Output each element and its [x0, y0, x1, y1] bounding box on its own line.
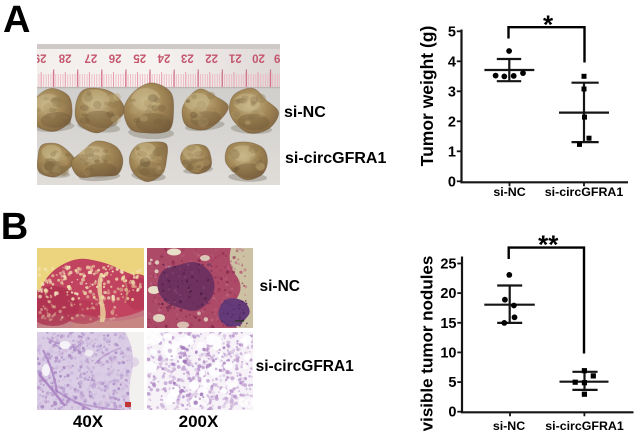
svg-text:0: 0	[448, 405, 456, 421]
svg-text:29: 29	[37, 52, 46, 64]
svg-text:10: 10	[440, 345, 456, 361]
svg-text:19: 19	[274, 52, 280, 64]
svg-text:Tumor weight (g): Tumor weight (g)	[417, 26, 437, 167]
svg-text:*: *	[543, 10, 554, 40]
svg-text:21: 21	[228, 52, 241, 64]
svg-text:si-NC: si-NC	[493, 419, 525, 433]
svg-text:23: 23	[181, 52, 194, 64]
svg-text:24: 24	[157, 52, 170, 64]
svg-text:1: 1	[448, 144, 456, 160]
svg-text:28: 28	[58, 52, 71, 64]
svg-text:0: 0	[448, 174, 456, 190]
svg-text:si-circGFRA1: si-circGFRA1	[545, 419, 624, 433]
svg-text:25: 25	[133, 52, 146, 64]
svg-text:26: 26	[109, 52, 122, 64]
svg-text:20: 20	[440, 286, 456, 302]
svg-text:si-NC: si-NC	[493, 185, 525, 199]
svg-text:15: 15	[440, 316, 456, 332]
svg-text:si-circGFRA1: si-circGFRA1	[545, 185, 624, 199]
svg-text:2: 2	[448, 114, 456, 130]
svg-text:5: 5	[448, 24, 456, 40]
svg-text:**: **	[538, 230, 559, 260]
svg-text:22: 22	[205, 52, 218, 64]
svg-text:4: 4	[448, 54, 456, 70]
svg-text:27: 27	[85, 52, 98, 64]
svg-text:3: 3	[448, 84, 456, 100]
svg-text:visible tumor nodules: visible tumor nodules	[418, 256, 437, 432]
svg-text:25: 25	[440, 257, 456, 273]
svg-text:20: 20	[252, 52, 265, 64]
svg-text:5: 5	[448, 375, 456, 391]
